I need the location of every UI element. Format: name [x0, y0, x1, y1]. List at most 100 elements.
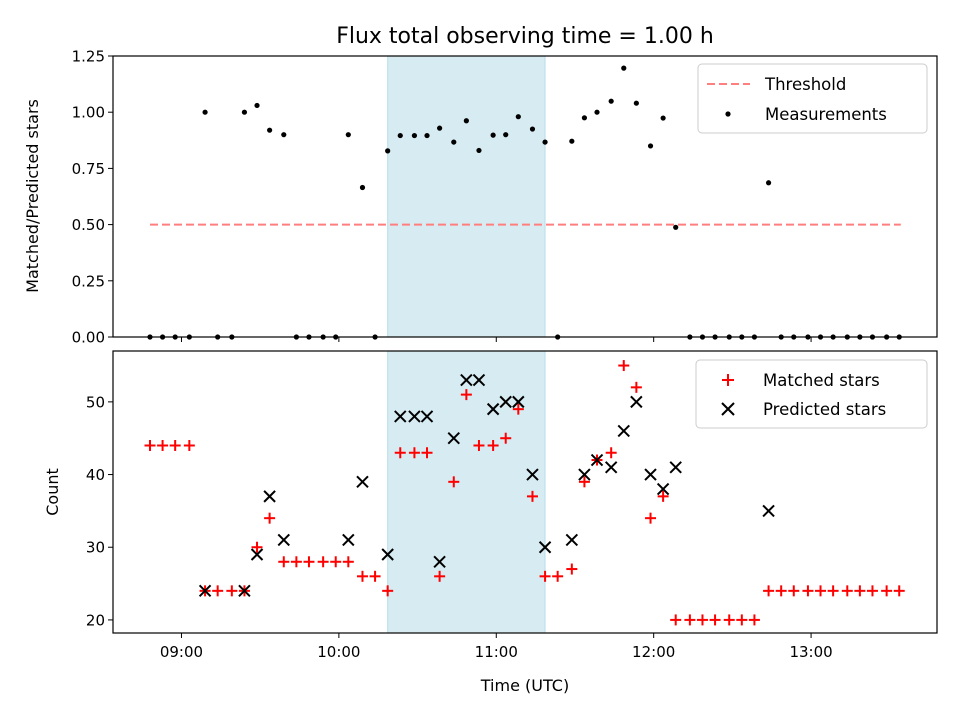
measurement-point — [202, 109, 208, 115]
predicted-star-point — [526, 468, 539, 481]
matched-star-point — [552, 570, 564, 582]
measurement-point — [673, 224, 679, 230]
ratio-panel-y-label: Matched/Predicted stars — [23, 99, 42, 293]
measurement-point — [633, 100, 639, 106]
measurement-point — [647, 143, 654, 149]
matched-star-point — [802, 585, 814, 597]
legend-matched-swatch — [722, 374, 734, 386]
matched-star-point — [342, 556, 354, 568]
matched-star-point — [157, 439, 169, 451]
ratio-panel-legend-box — [697, 63, 928, 134]
matched-star-point — [670, 614, 682, 626]
predicted-star-point — [238, 584, 251, 598]
matched-star-point — [526, 490, 538, 502]
ratio-y-tick-label: 1.25 — [72, 48, 105, 66]
matched-star-point — [144, 439, 156, 451]
measurement-point — [569, 138, 575, 144]
predicted-star-point — [617, 424, 630, 438]
predicted-star-point — [590, 453, 604, 467]
measurement-point — [397, 132, 403, 139]
predicted-star-point — [538, 541, 552, 554]
measurement-point — [529, 126, 536, 132]
measurement-point — [490, 132, 496, 138]
predicted-star-point — [486, 402, 500, 416]
matched-star-point — [893, 585, 905, 597]
legend-matched-label: Matched stars — [763, 371, 880, 390]
measurement-point — [621, 65, 627, 71]
measurement-point — [463, 118, 469, 124]
measurement-point — [503, 132, 509, 138]
matched-stars-points — [144, 360, 905, 626]
predicted-star-point — [565, 533, 579, 547]
ratio-y-tick-label: 1.00 — [72, 104, 105, 122]
legend-measurements-swatch — [725, 111, 731, 117]
measurement-point — [385, 148, 391, 154]
matched-star-point — [487, 439, 499, 451]
measurement-point — [542, 139, 548, 145]
counts-panel-y-label: Count — [43, 468, 62, 516]
matched-star-point — [684, 614, 696, 626]
matched-star-point — [881, 585, 893, 597]
measurement-point — [241, 109, 248, 115]
matched-star-point — [723, 614, 735, 626]
legend-threshold-label: Threshold — [764, 75, 846, 94]
x-tick-label: 09:00 — [160, 643, 203, 661]
matched-star-point — [460, 389, 472, 401]
measurement-point — [359, 184, 366, 191]
chart-title: Flux total observing time = 1.00 h — [336, 24, 714, 49]
matched-star-point — [317, 556, 329, 568]
measurement-point — [281, 132, 287, 138]
predicted-star-point — [420, 410, 434, 423]
predicted-star-point — [250, 548, 264, 561]
ratio-panel-shaded-span — [387, 55, 546, 338]
predicted-star-point — [604, 461, 618, 474]
predicted-star-point — [669, 461, 682, 474]
ratio-panel-frame — [112, 55, 938, 338]
legend-predicted-swatch — [721, 402, 735, 416]
predicted-star-point — [198, 584, 212, 598]
x-tick-label: 12:00 — [632, 643, 675, 661]
matched-star-point — [421, 447, 433, 459]
measurement-point — [254, 102, 260, 109]
legend-predicted-label: Predicted stars — [763, 400, 886, 419]
counts-panel-frame — [112, 350, 938, 634]
matched-star-point — [578, 476, 590, 488]
count-y-tick-label: 40 — [86, 466, 105, 484]
matched-star-point — [709, 614, 721, 626]
matched-star-point — [264, 512, 276, 524]
counts-panel-ticks: 20 30 40 50 09:00 10:00 11:00 12:00 13:00 — [86, 393, 833, 661]
legend-measurements-label: Measurements — [765, 105, 887, 124]
matched-star-point — [618, 360, 630, 372]
matched-star-point — [369, 570, 381, 582]
matched-star-point — [251, 541, 263, 553]
matched-star-point — [854, 585, 866, 597]
matched-star-point — [226, 585, 238, 597]
measurement-point — [345, 132, 351, 138]
measurement-point — [476, 147, 482, 154]
predicted-star-point — [460, 373, 473, 387]
matched-star-point — [827, 585, 839, 597]
x-tick-label: 10:00 — [317, 643, 360, 661]
matched-star-point — [278, 556, 290, 568]
count-y-tick-label: 30 — [86, 539, 105, 557]
measurement-point — [411, 132, 418, 139]
matched-star-point — [183, 439, 195, 451]
predicted-star-point — [433, 555, 446, 568]
matched-star-point — [748, 614, 760, 626]
ratio-y-tick-label: 0.50 — [72, 216, 105, 234]
predicted-star-point — [342, 533, 355, 547]
matched-star-point — [356, 570, 368, 582]
matched-star-point — [539, 570, 551, 582]
matched-star-point — [630, 381, 642, 393]
predicted-star-point — [762, 504, 775, 518]
matched-star-point — [696, 614, 708, 626]
ratio-y-tick-label: 0.00 — [72, 329, 105, 347]
ratio-panel: 0.00 0.25 0.50 0.75 1.00 1.25 Matched/Predict… — [23, 48, 938, 347]
matched-star-point — [775, 585, 787, 597]
measurement-point — [437, 125, 443, 131]
x-tick-label: 13:00 — [789, 643, 832, 661]
matched-star-point — [434, 570, 446, 582]
matched-star-point — [657, 490, 669, 502]
